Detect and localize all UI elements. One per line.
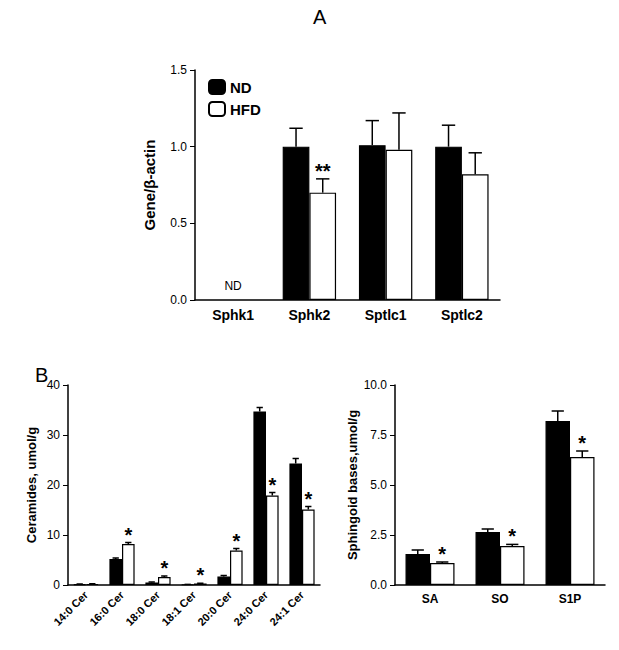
svg-text:*: * <box>268 474 276 496</box>
svg-text:SA: SA <box>422 592 439 606</box>
svg-text:18:0 Cer: 18:0 Cer <box>123 588 163 628</box>
svg-text:*: * <box>196 564 204 586</box>
svg-text:A: A <box>313 6 327 28</box>
svg-text:1.0: 1.0 <box>170 140 187 154</box>
svg-text:5.0: 5.0 <box>370 478 387 492</box>
svg-text:HFD: HFD <box>230 101 261 118</box>
svg-text:16:0 Cer: 16:0 Cer <box>87 588 127 628</box>
svg-text:*: * <box>438 543 446 565</box>
svg-text:*: * <box>578 432 586 454</box>
svg-text:Ceramides, umol/g: Ceramides, umol/g <box>24 427 39 543</box>
svg-text:**: ** <box>315 160 331 182</box>
svg-text:Sphk2: Sphk2 <box>288 307 330 323</box>
svg-text:ND: ND <box>230 79 252 96</box>
svg-text:20:0 Cer: 20:0 Cer <box>195 588 235 628</box>
svg-text:10: 10 <box>47 528 61 542</box>
svg-text:B: B <box>35 364 48 386</box>
svg-text:14:0 Cer: 14:0 Cer <box>51 588 91 628</box>
svg-text:2.5: 2.5 <box>370 528 387 542</box>
svg-text:24:1 Cer: 24:1 Cer <box>267 588 307 628</box>
svg-text:0: 0 <box>53 578 60 592</box>
svg-text:18:1 Cer: 18:1 Cer <box>159 588 199 628</box>
svg-text:30: 30 <box>47 428 61 442</box>
svg-text:Sphk1: Sphk1 <box>212 307 254 323</box>
svg-text:20: 20 <box>47 478 61 492</box>
svg-text:Gene/β-actin: Gene/β-actin <box>141 140 158 231</box>
svg-text:Sphingoid bases,umol/g: Sphingoid bases,umol/g <box>345 410 360 560</box>
svg-text:7.5: 7.5 <box>370 428 387 442</box>
svg-text:Sptlc2: Sptlc2 <box>441 307 483 323</box>
svg-text:10.0: 10.0 <box>364 378 388 392</box>
svg-text:0.5: 0.5 <box>170 216 187 230</box>
svg-text:S1P: S1P <box>559 592 582 606</box>
svg-text:*: * <box>160 557 168 579</box>
svg-text:40: 40 <box>47 378 61 392</box>
svg-text:0.0: 0.0 <box>170 293 187 307</box>
svg-text:*: * <box>232 530 240 552</box>
svg-text:Sptlc1: Sptlc1 <box>365 307 407 323</box>
svg-text:0.0: 0.0 <box>370 578 387 592</box>
svg-text:24:0 Cer: 24:0 Cer <box>231 588 271 628</box>
svg-text:*: * <box>508 525 516 547</box>
svg-text:*: * <box>124 524 132 546</box>
svg-text:*: * <box>304 488 312 510</box>
svg-text:ND: ND <box>224 279 242 293</box>
svg-text:1.5: 1.5 <box>170 63 187 77</box>
svg-text:SO: SO <box>491 592 508 606</box>
